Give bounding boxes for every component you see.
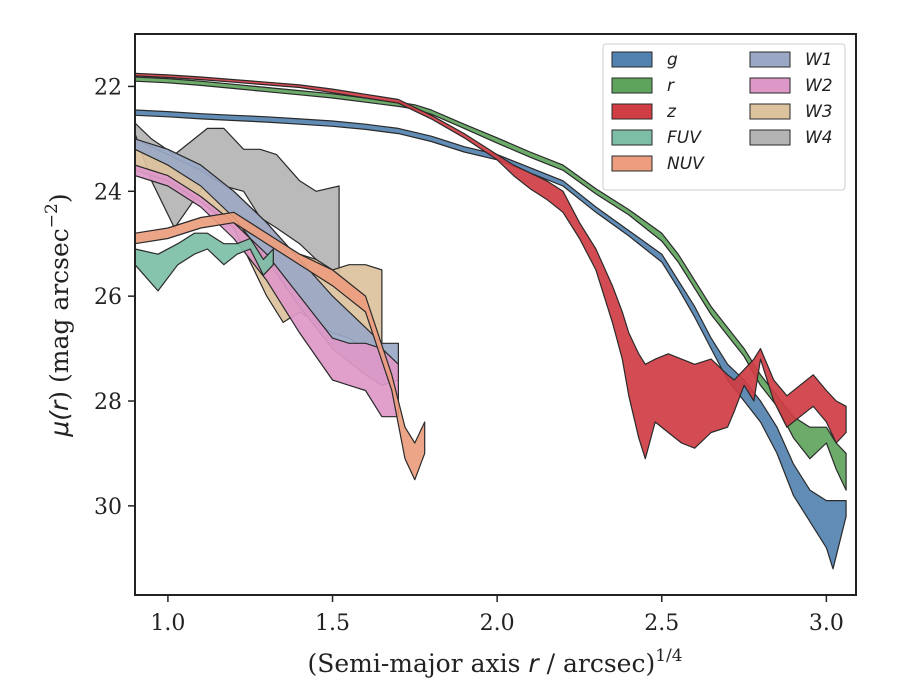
legend-label-W4: W4 [805,128,833,148]
plot-frame [134,33,857,596]
legend-swatch-g [611,51,653,68]
y-axis-label: μ(r) (mag arcsec−2) [42,193,74,437]
y-tick-label: 26 [94,285,122,310]
legend-swatch-W4 [749,129,791,146]
y-tick-label: 30 [94,495,122,520]
legend-label-NUV: NUV [667,154,705,174]
x-tick-label: 1.0 [150,611,185,636]
legend-swatch-r [611,77,653,94]
legend-swatch-z [611,103,653,120]
legend-label-r: r [667,76,675,96]
band-g [135,109,847,570]
legend-label-FUV: FUV [667,128,702,148]
y-axis-ticks: 22 24 26 28 30 [94,75,135,520]
legend-swatch-NUV [611,155,653,172]
y-tick-label: 22 [94,75,122,100]
x-tick-label: 2.5 [644,611,679,636]
x-tick-label: 3.0 [809,611,844,636]
legend-label-W3: W3 [805,102,833,122]
x-tick-label: 2.0 [480,611,515,636]
band-FUV [135,232,274,292]
legend-label-W1: W1 [805,50,833,70]
y-tick-label: 24 [94,180,122,205]
x-axis-ticks: 1.0 1.5 2.0 2.5 3.0 [150,595,844,636]
legend: grz FUV NUV W1 W2 W3 W4 [602,43,846,191]
legend-label-W2: W2 [805,76,833,96]
band-z [135,72,847,460]
legend-swatch-W1 [749,51,791,68]
legend-swatch-FUV [611,129,653,146]
band-NUV [135,211,426,481]
legend-swatch-W2 [749,77,791,94]
x-axis-label: (Semi-major axis r / arcsec)1/4 [307,646,682,678]
y-tick-label: 28 [94,390,122,415]
series-areas [135,72,847,570]
legend-label-g: g [667,50,678,70]
x-tick-label: 1.5 [315,611,350,636]
legend-swatch-W3 [749,103,791,120]
legend-items: grz FUV NUV W1 W2 W3 W4 [611,50,833,174]
legend-label-z: z [666,102,677,122]
